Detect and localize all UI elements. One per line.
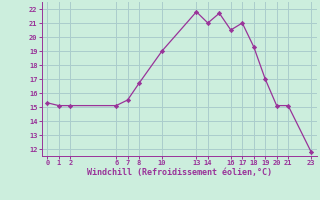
X-axis label: Windchill (Refroidissement éolien,°C): Windchill (Refroidissement éolien,°C) — [87, 168, 272, 177]
